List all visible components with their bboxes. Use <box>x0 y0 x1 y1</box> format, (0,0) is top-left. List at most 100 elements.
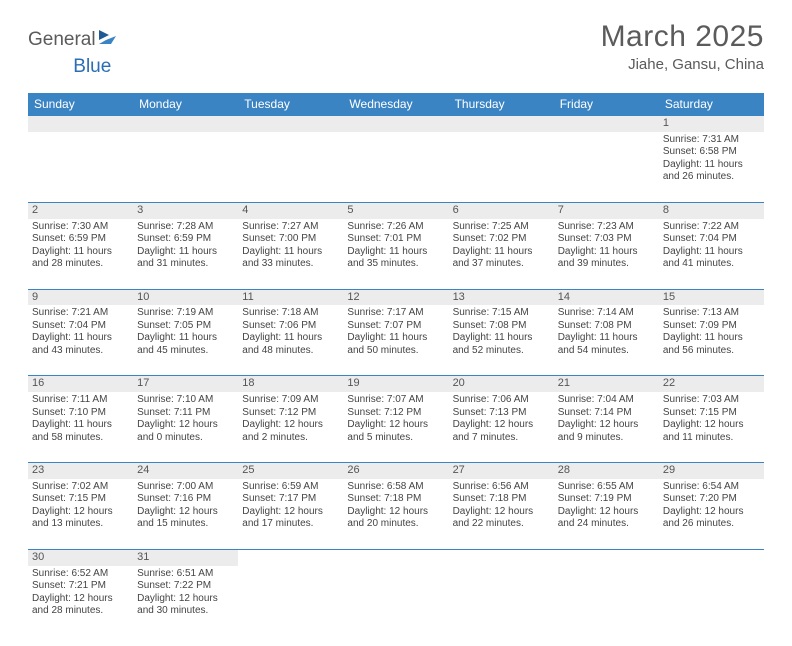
sunrise-text: Sunrise: 7:21 AM <box>32 307 129 320</box>
sunset-text: Sunset: 7:04 PM <box>32 320 129 333</box>
daylight-text: Daylight: 11 hours and 52 minutes. <box>453 332 550 357</box>
cell-inner: Sunrise: 6:52 AMSunset: 7:21 PMDaylight:… <box>28 566 133 636</box>
calendar-cell <box>554 549 659 635</box>
sunset-text: Sunset: 7:12 PM <box>242 407 339 420</box>
calendar-cell: 10Sunrise: 7:19 AMSunset: 7:05 PMDayligh… <box>133 289 238 376</box>
sunrise-text: Sunrise: 7:15 AM <box>453 307 550 320</box>
daylight-text: Daylight: 12 hours and 30 minutes. <box>137 593 234 618</box>
cell-inner: Sunrise: 7:22 AMSunset: 7:04 PMDaylight:… <box>659 219 764 289</box>
sunrise-text: Sunrise: 6:55 AM <box>558 481 655 494</box>
logo-text-general: General <box>28 29 96 51</box>
day-number: 26 <box>343 463 448 479</box>
cell-inner: Sunrise: 7:00 AMSunset: 7:16 PMDaylight:… <box>133 479 238 549</box>
day-number: 14 <box>554 290 659 306</box>
daylight-text: Daylight: 11 hours and 50 minutes. <box>347 332 444 357</box>
sunrise-text: Sunrise: 7:14 AM <box>558 307 655 320</box>
daylight-text: Daylight: 11 hours and 28 minutes. <box>32 246 129 271</box>
day-number: 15 <box>659 290 764 306</box>
calendar-cell: 22Sunrise: 7:03 AMSunset: 7:15 PMDayligh… <box>659 376 764 463</box>
sunset-text: Sunset: 7:10 PM <box>32 407 129 420</box>
day-number: 2 <box>28 203 133 219</box>
sunset-text: Sunset: 7:00 PM <box>242 233 339 246</box>
calendar-cell: 24Sunrise: 7:00 AMSunset: 7:16 PMDayligh… <box>133 463 238 550</box>
cell-inner: Sunrise: 7:23 AMSunset: 7:03 PMDaylight:… <box>554 219 659 289</box>
daylight-text: Daylight: 11 hours and 43 minutes. <box>32 332 129 357</box>
daylight-text: Daylight: 11 hours and 39 minutes. <box>558 246 655 271</box>
sunrise-text: Sunrise: 7:02 AM <box>32 481 129 494</box>
sunrise-text: Sunrise: 7:07 AM <box>347 394 444 407</box>
calendar-cell <box>449 116 554 203</box>
cell-inner: Sunrise: 7:10 AMSunset: 7:11 PMDaylight:… <box>133 392 238 462</box>
calendar-cell: 16Sunrise: 7:11 AMSunset: 7:10 PMDayligh… <box>28 376 133 463</box>
day-header-fri: Friday <box>554 93 659 116</box>
calendar-cell: 12Sunrise: 7:17 AMSunset: 7:07 PMDayligh… <box>343 289 448 376</box>
sunset-text: Sunset: 7:17 PM <box>242 493 339 506</box>
calendar-cell: 2Sunrise: 7:30 AMSunset: 6:59 PMDaylight… <box>28 202 133 289</box>
day-header-tue: Tuesday <box>238 93 343 116</box>
calendar-cell: 7Sunrise: 7:23 AMSunset: 7:03 PMDaylight… <box>554 202 659 289</box>
daylight-text: Daylight: 11 hours and 37 minutes. <box>453 246 550 271</box>
sunset-text: Sunset: 7:05 PM <box>137 320 234 333</box>
sunrise-text: Sunrise: 7:10 AM <box>137 394 234 407</box>
calendar-cell: 19Sunrise: 7:07 AMSunset: 7:12 PMDayligh… <box>343 376 448 463</box>
day-number: 28 <box>554 463 659 479</box>
sunset-text: Sunset: 7:08 PM <box>558 320 655 333</box>
cell-inner: Sunrise: 7:02 AMSunset: 7:15 PMDaylight:… <box>28 479 133 549</box>
sunset-text: Sunset: 7:20 PM <box>663 493 760 506</box>
calendar-cell: 11Sunrise: 7:18 AMSunset: 7:06 PMDayligh… <box>238 289 343 376</box>
day-number: 19 <box>343 376 448 392</box>
sunrise-text: Sunrise: 7:31 AM <box>663 134 760 147</box>
sunrise-text: Sunrise: 7:25 AM <box>453 221 550 234</box>
sunset-text: Sunset: 7:18 PM <box>453 493 550 506</box>
sunrise-text: Sunrise: 7:30 AM <box>32 221 129 234</box>
day-number-blank <box>449 116 554 132</box>
sunrise-text: Sunrise: 7:17 AM <box>347 307 444 320</box>
cell-inner: Sunrise: 7:18 AMSunset: 7:06 PMDaylight:… <box>238 305 343 375</box>
day-header-sun: Sunday <box>28 93 133 116</box>
sunrise-text: Sunrise: 7:28 AM <box>137 221 234 234</box>
daylight-text: Daylight: 12 hours and 28 minutes. <box>32 593 129 618</box>
sunrise-text: Sunrise: 6:59 AM <box>242 481 339 494</box>
sunset-text: Sunset: 7:14 PM <box>558 407 655 420</box>
day-header-mon: Monday <box>133 93 238 116</box>
sunset-text: Sunset: 7:02 PM <box>453 233 550 246</box>
cell-inner-blank <box>343 132 448 137</box>
calendar-cell: 31Sunrise: 6:51 AMSunset: 7:22 PMDayligh… <box>133 549 238 635</box>
calendar-cell: 26Sunrise: 6:58 AMSunset: 7:18 PMDayligh… <box>343 463 448 550</box>
day-number: 31 <box>133 550 238 566</box>
location-text: Jiahe, Gansu, China <box>601 56 764 73</box>
sunrise-text: Sunrise: 7:11 AM <box>32 394 129 407</box>
sunrise-text: Sunrise: 7:09 AM <box>242 394 339 407</box>
calendar-cell <box>133 116 238 203</box>
sunrise-text: Sunrise: 7:19 AM <box>137 307 234 320</box>
cell-inner: Sunrise: 7:13 AMSunset: 7:09 PMDaylight:… <box>659 305 764 375</box>
sunrise-text: Sunrise: 7:27 AM <box>242 221 339 234</box>
cell-inner: Sunrise: 7:14 AMSunset: 7:08 PMDaylight:… <box>554 305 659 375</box>
calendar-week-row: 23Sunrise: 7:02 AMSunset: 7:15 PMDayligh… <box>28 463 764 550</box>
day-number-blank <box>554 116 659 132</box>
day-number: 1 <box>659 116 764 132</box>
day-number: 23 <box>28 463 133 479</box>
calendar-cell: 23Sunrise: 7:02 AMSunset: 7:15 PMDayligh… <box>28 463 133 550</box>
cell-inner: Sunrise: 6:59 AMSunset: 7:17 PMDaylight:… <box>238 479 343 549</box>
day-number: 17 <box>133 376 238 392</box>
calendar-week-row: 1Sunrise: 7:31 AMSunset: 6:58 PMDaylight… <box>28 116 764 203</box>
day-number-blank <box>133 116 238 132</box>
calendar-cell: 9Sunrise: 7:21 AMSunset: 7:04 PMDaylight… <box>28 289 133 376</box>
sunrise-text: Sunrise: 7:13 AM <box>663 307 760 320</box>
daylight-text: Daylight: 12 hours and 5 minutes. <box>347 419 444 444</box>
day-number-blank <box>343 116 448 132</box>
calendar-cell: 3Sunrise: 7:28 AMSunset: 6:59 PMDaylight… <box>133 202 238 289</box>
cell-inner: Sunrise: 6:58 AMSunset: 7:18 PMDaylight:… <box>343 479 448 549</box>
calendar-cell <box>28 116 133 203</box>
sunset-text: Sunset: 7:08 PM <box>453 320 550 333</box>
logo-flag-icon <box>98 28 120 51</box>
day-number-blank <box>28 116 133 132</box>
day-number: 18 <box>238 376 343 392</box>
cell-inner: Sunrise: 7:03 AMSunset: 7:15 PMDaylight:… <box>659 392 764 462</box>
calendar-cell <box>343 116 448 203</box>
day-number: 21 <box>554 376 659 392</box>
calendar-cell <box>449 549 554 635</box>
calendar-cell: 29Sunrise: 6:54 AMSunset: 7:20 PMDayligh… <box>659 463 764 550</box>
sunrise-text: Sunrise: 7:18 AM <box>242 307 339 320</box>
